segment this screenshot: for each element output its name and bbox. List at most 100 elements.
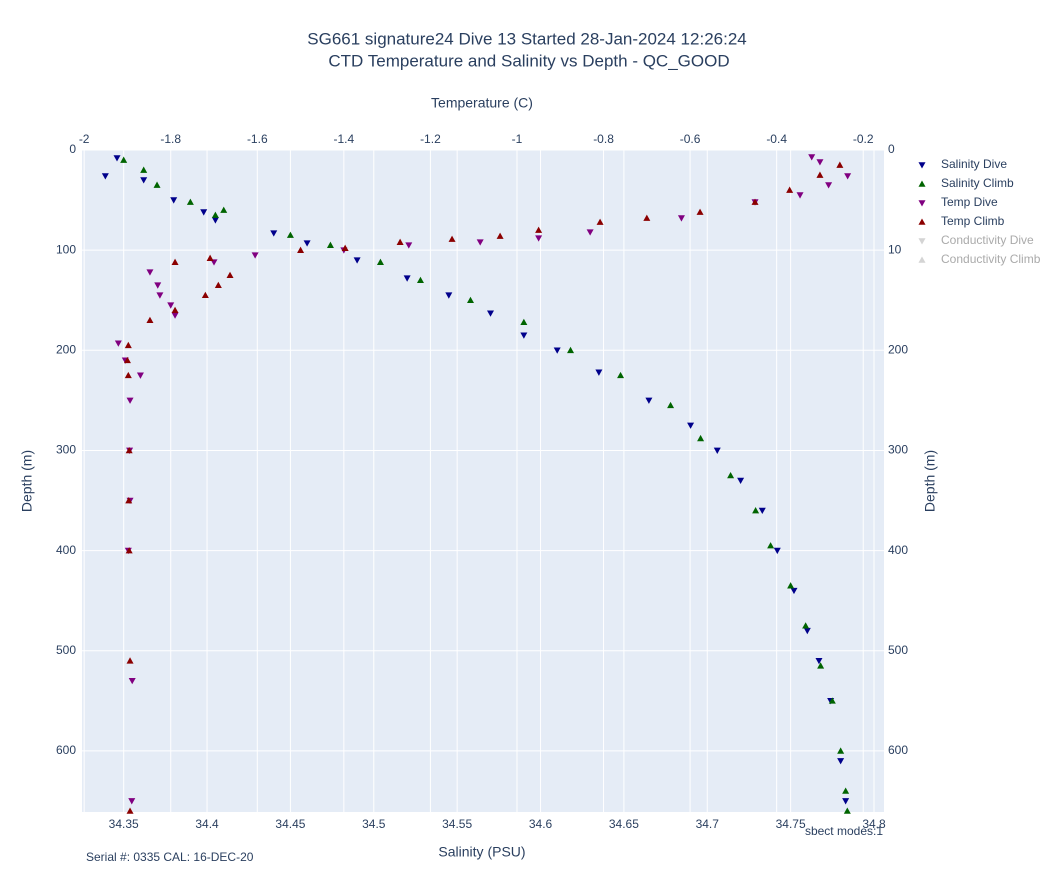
legend-label[interactable]: Temp Climb: [941, 214, 1005, 228]
data-point: [520, 332, 528, 339]
data-point: [773, 547, 781, 555]
y2-tick-label: 500: [888, 643, 908, 657]
chart-subtitle: CTD Temperature and Salinity vs Depth - …: [328, 51, 729, 70]
data-point: [171, 306, 179, 314]
x-tick-label: 34.5: [362, 817, 386, 831]
data-point: [817, 662, 825, 669]
legend-label[interactable]: Conductivity Climb: [941, 252, 1041, 266]
data-point: [341, 244, 349, 251]
data-point: [226, 271, 234, 278]
x2-tick-label: -0.6: [680, 132, 701, 146]
data-point: [808, 154, 816, 161]
y2-tick-label: 200: [888, 342, 908, 356]
data-point: [167, 302, 175, 309]
data-point: [445, 292, 453, 299]
data-point: [667, 401, 675, 409]
legend-marker: [918, 218, 926, 225]
legend-label[interactable]: Salinity Climb: [941, 176, 1014, 190]
data-point: [136, 372, 144, 379]
data-point: [696, 208, 704, 215]
data-point: [842, 798, 850, 805]
data-point: [790, 587, 798, 595]
y-tick-label: 600: [56, 743, 76, 757]
data-point: [837, 758, 845, 765]
chart-title: SG661 signature24 Dive 13 Started 28-Jan…: [307, 29, 746, 48]
data-point: [825, 182, 833, 189]
data-point: [140, 166, 148, 173]
data-point: [520, 318, 528, 326]
data-point: [466, 296, 474, 304]
data-point: [476, 239, 484, 246]
data-point: [553, 347, 561, 354]
data-point: [815, 657, 823, 665]
legend-marker: [918, 180, 926, 187]
x-tick-label: 34.8: [862, 817, 886, 831]
legend-marker: [918, 238, 926, 245]
data-point: [448, 235, 456, 242]
x2-tick-label: -0.4: [766, 132, 787, 146]
data-point: [123, 356, 131, 364]
x2-tick-label: -1.4: [334, 132, 355, 146]
x2-tick-label: -1.8: [160, 132, 181, 146]
x-tick-label: 34.6: [529, 817, 553, 831]
data-point: [751, 198, 759, 205]
data-point: [125, 446, 133, 454]
data-point: [787, 582, 795, 589]
x2-tick-label: -2: [79, 132, 90, 146]
data-point: [535, 226, 543, 233]
plot-background: [82, 150, 884, 812]
legend-label[interactable]: Conductivity Dive: [941, 233, 1034, 247]
data-point: [837, 747, 845, 754]
data-point: [487, 310, 495, 317]
data-point: [126, 397, 134, 404]
legend-label[interactable]: Temp Dive: [941, 195, 998, 209]
data-point: [697, 434, 705, 442]
data-point: [220, 206, 228, 213]
legend-label[interactable]: Salinity Dive: [941, 157, 1007, 171]
data-point: [146, 269, 154, 276]
data-point: [843, 807, 851, 814]
data-point: [270, 230, 278, 237]
y-tick-label: 0: [69, 142, 76, 156]
data-point: [844, 173, 852, 180]
y-tick-label: 200: [56, 342, 76, 356]
data-point: [101, 173, 109, 180]
data-point: [842, 787, 850, 794]
x-tick-label: 34.7: [696, 817, 720, 831]
y-axis-title: Depth (m): [19, 450, 35, 512]
data-point: [786, 186, 794, 193]
data-point: [403, 275, 411, 282]
data-point: [595, 369, 603, 376]
y2-axis-title: Depth (m): [922, 450, 938, 512]
data-point: [828, 697, 836, 704]
data-point: [128, 798, 136, 805]
data-point: [727, 471, 735, 479]
y-tick-label: 500: [56, 643, 76, 657]
data-point: [643, 214, 651, 221]
data-point: [124, 371, 132, 379]
legend-marker: [918, 256, 926, 263]
data-point: [126, 807, 134, 814]
x2-tick-label: -1: [512, 132, 523, 146]
y2-tick-label: 400: [888, 543, 908, 557]
legend: Salinity Dive Salinity Climb Temp Dive Temp…: [918, 157, 1041, 266]
grid: [82, 149, 884, 812]
data-point: [206, 254, 214, 261]
data-point: [156, 292, 164, 299]
data-point: [251, 252, 259, 259]
x-tick-label: 34.75: [776, 817, 806, 831]
y-tick-label: 100: [56, 242, 76, 256]
y2-tick-label: 600: [888, 743, 908, 757]
x-tick-label: 34.45: [275, 817, 305, 831]
x-tick-label: 34.35: [109, 817, 139, 831]
data-point: [617, 371, 625, 379]
data-point: [803, 627, 811, 635]
data-point: [171, 258, 179, 265]
data-point: [186, 198, 194, 205]
y2-tick-label: 300: [888, 443, 908, 457]
y2-tick-label: 0: [888, 142, 895, 156]
y-tick-label: 300: [56, 443, 76, 457]
data-point: [146, 316, 154, 324]
data-point: [586, 229, 594, 236]
